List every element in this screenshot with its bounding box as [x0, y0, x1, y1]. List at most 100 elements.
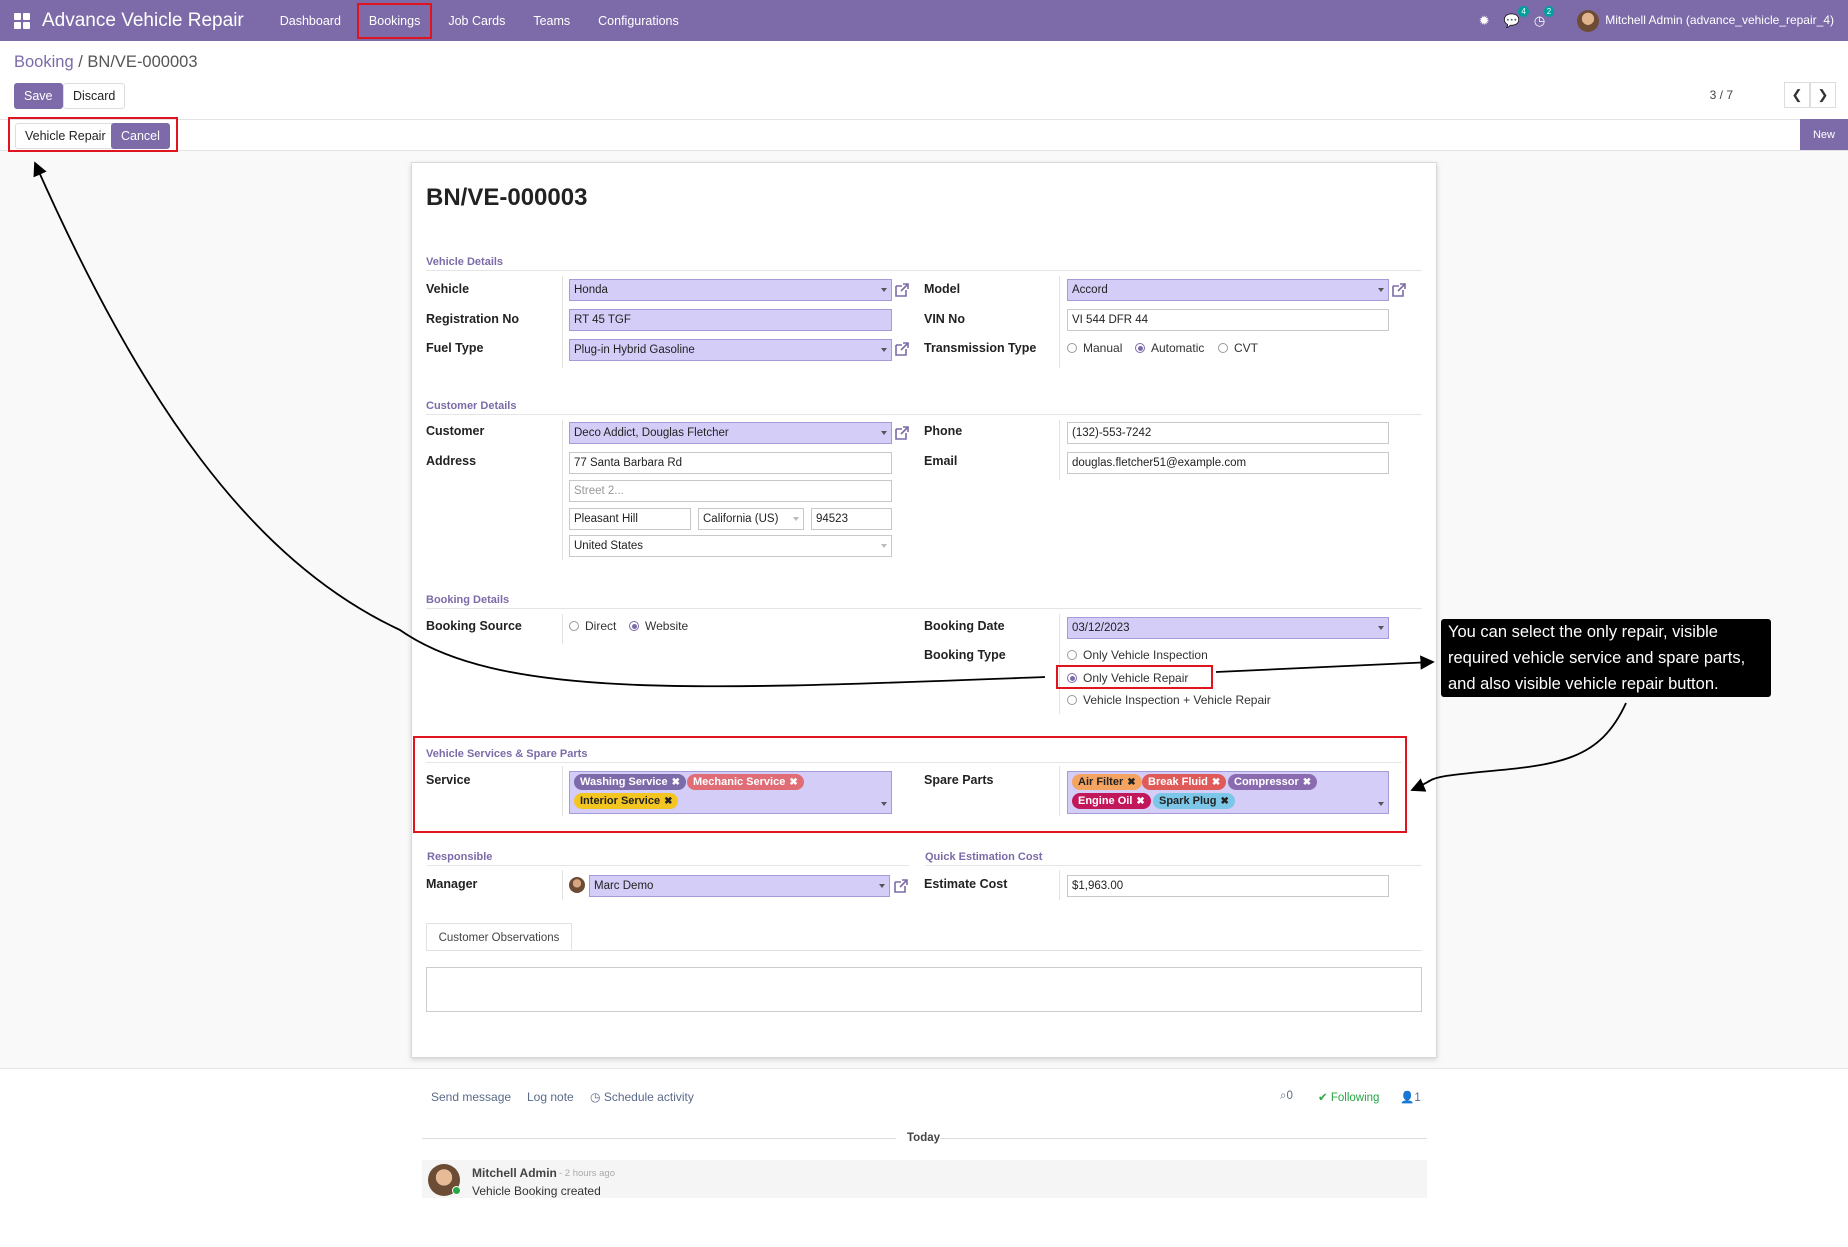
tab-customer-observations[interactable]: Customer Observations	[426, 923, 572, 951]
external-link-icon[interactable]	[894, 341, 910, 357]
vehicle-select[interactable]: Honda	[569, 279, 892, 301]
fuel-type-select[interactable]: Plug-in Hybrid Gasoline	[569, 339, 892, 361]
chatter-message	[422, 1160, 1427, 1198]
chevron-down-icon	[881, 288, 887, 292]
app-brand[interactable]: Advance Vehicle Repair	[42, 9, 244, 31]
manager-value: Marc Demo	[594, 880, 654, 892]
state-select[interactable]: California (US)	[698, 508, 804, 530]
transmission-radio-manual[interactable]: Manual	[1067, 341, 1122, 355]
pager-value[interactable]: 3 / 7	[1709, 88, 1733, 102]
menu-job-cards[interactable]: Job Cards	[448, 13, 506, 28]
estimate-cost-input[interactable]: $1,963.00	[1067, 875, 1389, 897]
column-separator	[562, 420, 563, 560]
section-divider	[426, 762, 1402, 763]
message-author[interactable]: Mitchell Admin	[472, 1166, 557, 1180]
section-vehicle-details: Vehicle Details	[426, 256, 504, 268]
user-menu[interactable]: Mitchell Admin (advance_vehicle_repair_4…	[1577, 9, 1834, 32]
apps-menu-icon[interactable]	[14, 12, 30, 29]
remove-tag-icon[interactable]: ✖	[671, 776, 681, 788]
fuel-type-value: Plug-in Hybrid Gasoline	[574, 344, 695, 356]
manager-select[interactable]: Marc Demo	[589, 875, 890, 897]
record-title: BN/VE-000003	[426, 184, 588, 211]
remove-tag-icon[interactable]: ✖	[1211, 776, 1221, 788]
spare-part-tag[interactable]: Compressor ✖	[1228, 774, 1318, 790]
vin-input[interactable]: VI 544 DFR 44	[1067, 309, 1389, 331]
source-radio-website[interactable]: Website	[629, 619, 688, 633]
source-radio-direct[interactable]: Direct	[569, 619, 616, 633]
state-value: California (US)	[703, 513, 779, 525]
vehicle-repair-button[interactable]: Vehicle Repair	[15, 123, 116, 149]
menu-configurations[interactable]: Configurations	[598, 13, 679, 28]
remove-tag-icon[interactable]: ✖	[1136, 795, 1145, 807]
street-input[interactable]: 77 Santa Barbara Rd	[569, 452, 892, 474]
zip-input[interactable]: 94523	[811, 508, 892, 530]
type-radio-inspection[interactable]: Only Vehicle Inspection	[1067, 648, 1208, 662]
followers-count: 1	[1414, 1092, 1421, 1104]
type-radio-repair[interactable]: Only Vehicle Repair	[1067, 671, 1188, 685]
status-new[interactable]: New	[1800, 119, 1848, 150]
menu-teams[interactable]: Teams	[533, 13, 571, 28]
remove-tag-icon[interactable]: ✖	[1127, 776, 1136, 788]
spare-part-tag[interactable]: Engine Oil ✖	[1072, 793, 1151, 809]
log-note-button[interactable]: Log note	[527, 1090, 574, 1104]
service-tag[interactable]: Mechanic Service ✖	[687, 774, 804, 790]
pager-previous-button[interactable]: ❮	[1784, 82, 1810, 108]
phone-input[interactable]: (132)-553-7242	[1067, 422, 1389, 444]
type-radio-inspection-repair[interactable]: Vehicle Inspection + Vehicle Repair	[1067, 693, 1271, 707]
column-separator	[562, 870, 563, 900]
model-select[interactable]: Accord	[1067, 279, 1389, 301]
highlight-box-services	[413, 736, 1407, 833]
registration-input[interactable]: RT 45 TGF	[569, 309, 892, 331]
booking-source-label: Booking Source	[426, 619, 522, 633]
customer-select[interactable]: Deco Addict, Douglas Fletcher	[569, 422, 892, 444]
country-select[interactable]: United States	[569, 535, 892, 557]
schedule-activity-button[interactable]: ◷ Schedule activity	[590, 1090, 694, 1104]
activity-icon[interactable]: ◷ 2	[1534, 5, 1555, 29]
external-link-icon[interactable]	[894, 282, 910, 298]
customer-value: Deco Addict, Douglas Fletcher	[574, 427, 729, 439]
external-link-icon[interactable]	[1391, 282, 1407, 298]
chevron-down-icon	[879, 884, 885, 888]
spare-part-tag[interactable]: Break Fluid ✖	[1142, 774, 1227, 790]
service-tag[interactable]: Interior Service ✖	[574, 793, 679, 809]
tag-label: Engine Oil	[1078, 795, 1133, 807]
spare-part-tag[interactable]: Spark Plug ✖	[1153, 793, 1235, 809]
remove-tag-icon[interactable]: ✖	[789, 776, 798, 788]
cancel-button[interactable]: Cancel	[111, 123, 170, 149]
spare-part-tag[interactable]: Air Filter ✖	[1072, 774, 1142, 790]
column-separator	[1059, 766, 1060, 816]
service-label: Service	[426, 773, 471, 787]
followers-button[interactable]: 👤1	[1400, 1090, 1421, 1104]
external-link-icon[interactable]	[893, 878, 909, 894]
save-button[interactable]: Save	[14, 83, 63, 109]
bug-icon[interactable]: ✹	[1478, 12, 1490, 28]
pager-next-button[interactable]: ❯	[1810, 82, 1836, 108]
send-message-button[interactable]: Send message	[431, 1090, 512, 1104]
column-separator	[1059, 276, 1060, 368]
remove-tag-icon[interactable]: ✖	[1302, 776, 1312, 788]
following-button[interactable]: ✔ Following	[1318, 1090, 1379, 1104]
remove-tag-icon[interactable]: ✖	[664, 795, 673, 807]
booking-date-input[interactable]: 03/12/2023	[1067, 617, 1389, 639]
service-tag[interactable]: Washing Service ✖	[574, 774, 687, 790]
breadcrumb-parent[interactable]: Booking	[14, 53, 74, 71]
menu-bookings[interactable]: Bookings	[356, 2, 433, 39]
section-estimation: Quick Estimation Cost	[925, 851, 1043, 863]
menu-dashboard[interactable]: Dashboard	[279, 13, 341, 28]
chat-icon[interactable]: 💬 4	[1504, 5, 1529, 29]
city-input[interactable]: Pleasant Hill	[569, 508, 691, 530]
chevron-down-icon	[881, 802, 887, 806]
transmission-radio-automatic[interactable]: Automatic	[1135, 341, 1204, 355]
radio-label: Manual	[1083, 341, 1123, 355]
customer-observations-textarea[interactable]	[426, 967, 1422, 1012]
discard-button[interactable]: Discard	[63, 83, 126, 109]
external-link-icon[interactable]	[894, 425, 910, 441]
attachments-button[interactable]: ⌕0	[1280, 1090, 1293, 1103]
transmission-radio-cvt[interactable]: CVT	[1218, 341, 1258, 355]
tab-divider	[426, 950, 1422, 951]
remove-tag-icon[interactable]: ✖	[1220, 795, 1229, 807]
street2-input[interactable]: Street 2...	[569, 480, 892, 502]
email-input[interactable]: douglas.fletcher51@example.com	[1067, 452, 1389, 474]
model-label: Model	[924, 282, 961, 296]
online-status-icon	[452, 1186, 461, 1195]
